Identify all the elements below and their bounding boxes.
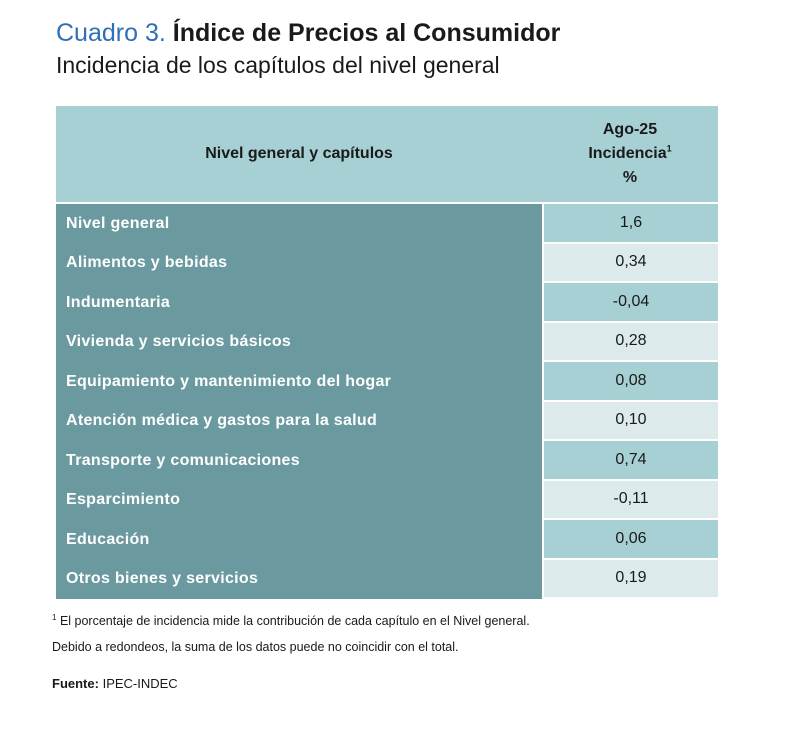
table-header: Nivel general y capítulos Ago-25 Inciden…	[56, 106, 718, 202]
row-value: 1,6	[542, 204, 718, 244]
row-value: -0,11	[542, 480, 718, 520]
header-period: Ago-25	[602, 121, 658, 138]
table-row: Vivienda y servicios básicos 0,28	[56, 322, 718, 362]
row-value: 0,19	[542, 559, 718, 599]
footnote: 1 El porcentaje de incidencia mide la co…	[52, 608, 772, 660]
row-label: Nivel general	[56, 204, 542, 244]
header-value-col: Ago-25 Incidencia1 %	[542, 106, 718, 202]
header-measure: Incidencia1	[588, 142, 671, 166]
table-row: Alimentos y bebidas 0,34	[56, 243, 718, 283]
header-unit: %	[622, 169, 638, 186]
row-label: Alimentos y bebidas	[56, 243, 542, 283]
table-row: Nivel general 1,6	[56, 204, 718, 244]
source-label: Fuente:	[52, 676, 99, 691]
table-body: Nivel general 1,6 Alimentos y bebidas 0,…	[56, 202, 718, 599]
table-row: Educación 0,06	[56, 520, 718, 560]
row-value: 0,34	[542, 243, 718, 283]
row-value: 0,28	[542, 322, 718, 362]
footnote-line-1: 1 El porcentaje de incidencia mide la co…	[52, 608, 772, 634]
row-label: Esparcimiento	[56, 480, 542, 520]
row-value: -0,04	[542, 283, 718, 323]
table-row: Esparcimiento -0,11	[56, 480, 718, 520]
footnote-marker: 1	[52, 612, 57, 622]
table-row: Equipamiento y mantenimiento del hogar 0…	[56, 362, 718, 402]
table-row: Indumentaria -0,04	[56, 283, 718, 323]
row-value: 0,08	[542, 362, 718, 402]
header-measure-text: Incidencia	[588, 145, 667, 162]
row-label: Indumentaria	[56, 283, 542, 323]
row-value: 0,10	[542, 401, 718, 441]
incidence-table: Nivel general y capítulos Ago-25 Inciden…	[56, 106, 718, 599]
page-subtitle: Incidencia de los capítulos del nivel ge…	[56, 52, 500, 78]
row-label: Otros bienes y servicios	[56, 559, 542, 599]
table-row: Transporte y comunicaciones 0,74	[56, 441, 718, 481]
row-label: Atención médica y gastos para la salud	[56, 401, 542, 441]
row-label: Transporte y comunicaciones	[56, 441, 542, 481]
title-block: Cuadro 3. Índice de Precios al Consumido…	[56, 16, 756, 80]
footnote-text-1: El porcentaje de incidencia mide la cont…	[59, 614, 530, 628]
row-value: 0,74	[542, 441, 718, 481]
source-line: Fuente: IPEC-INDEC	[52, 676, 178, 691]
title-main: Índice de Precios al Consumidor	[172, 19, 561, 47]
table-row: Atención médica y gastos para la salud 0…	[56, 401, 718, 441]
table-row: Otros bienes y servicios 0,19	[56, 559, 718, 599]
source-value: IPEC-INDEC	[102, 676, 178, 691]
row-label: Vivienda y servicios básicos	[56, 322, 542, 362]
footnote-line-2: Debido a redondeos, la suma de los datos…	[52, 640, 459, 654]
row-label: Equipamiento y mantenimiento del hogar	[56, 362, 542, 402]
title-prefix: Cuadro 3.	[56, 19, 166, 47]
row-label: Educación	[56, 520, 542, 560]
page-title: Cuadro 3. Índice de Precios al Consumido…	[56, 16, 756, 50]
row-value: 0,06	[542, 520, 718, 560]
header-label-col: Nivel general y capítulos	[205, 145, 393, 162]
header-footnote-marker: 1	[666, 143, 672, 154]
